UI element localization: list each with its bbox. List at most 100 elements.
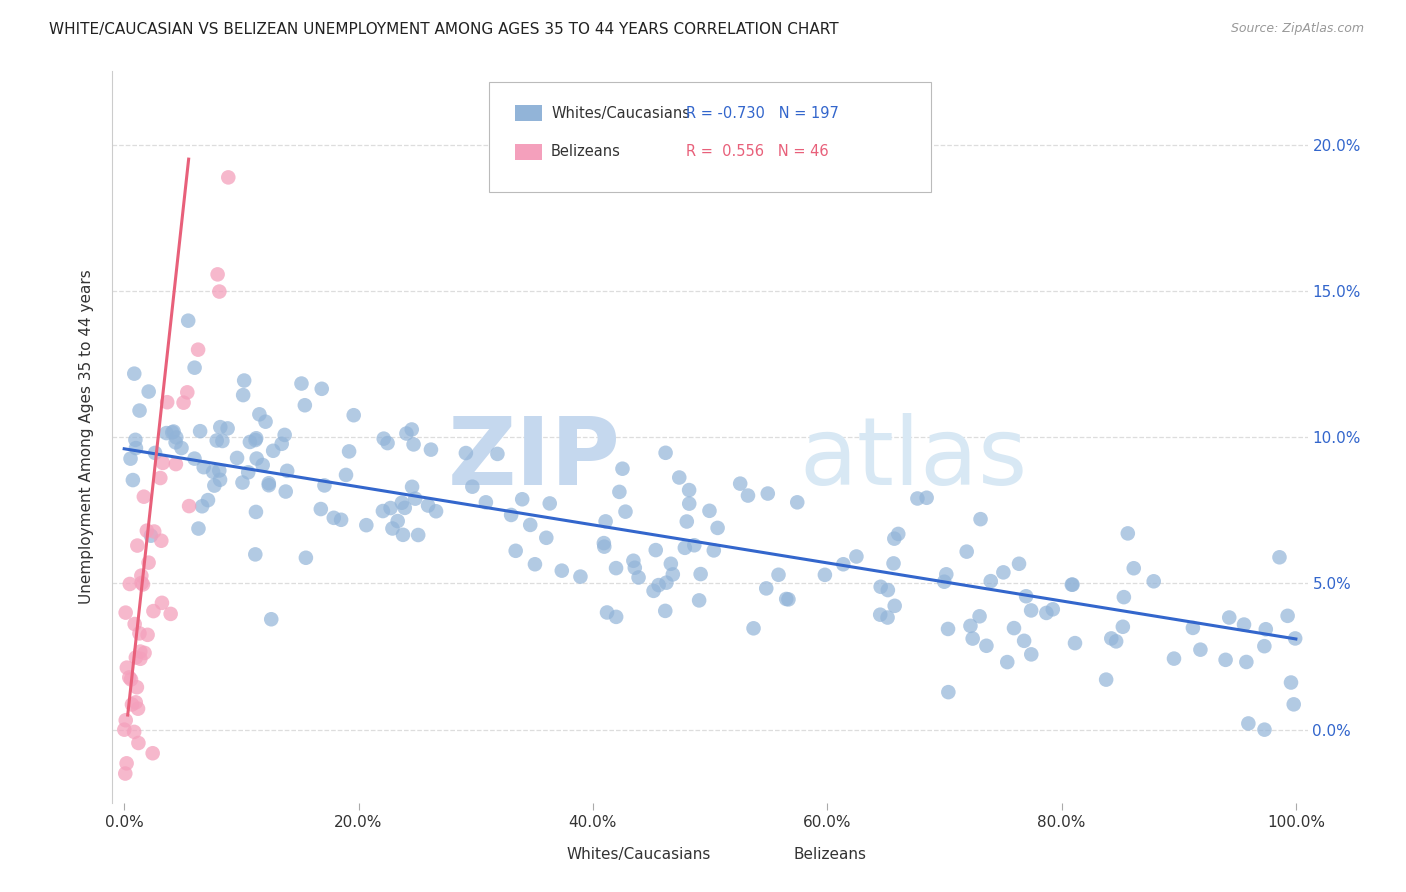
Point	[132, 577, 155, 591]
Point	[142, 746, 165, 760]
Point	[371, 504, 394, 518]
Point	[907, 491, 929, 506]
Point	[165, 430, 187, 444]
Point	[202, 465, 225, 479]
Point	[392, 528, 415, 542]
Point	[191, 500, 214, 514]
Point	[1122, 561, 1144, 575]
Point	[1237, 716, 1260, 731]
Point	[330, 513, 353, 527]
Point	[380, 501, 402, 516]
Point	[274, 484, 297, 499]
Point	[1163, 651, 1185, 665]
Point	[177, 314, 200, 328]
Point	[247, 407, 270, 421]
Point	[523, 558, 546, 572]
Point	[845, 549, 868, 564]
Point	[1099, 632, 1122, 646]
Point	[127, 539, 149, 553]
Point	[454, 446, 477, 460]
Point	[605, 610, 627, 624]
Point	[217, 421, 239, 435]
Point	[883, 599, 905, 613]
Point	[1284, 632, 1306, 646]
Point	[128, 403, 150, 417]
Point	[486, 447, 509, 461]
Point	[155, 426, 177, 441]
Point	[118, 577, 141, 591]
Point	[475, 495, 498, 509]
Point	[756, 486, 779, 500]
Point	[177, 499, 200, 513]
Point	[314, 478, 336, 492]
Point	[627, 570, 650, 584]
Text: R = -0.730   N = 197: R = -0.730 N = 197	[686, 105, 839, 120]
Point	[938, 685, 960, 699]
Point	[245, 431, 267, 445]
Point	[143, 524, 166, 539]
Point	[394, 500, 416, 515]
Point	[309, 502, 332, 516]
Point	[832, 558, 855, 572]
Point	[139, 529, 162, 543]
Point	[505, 543, 527, 558]
Point	[217, 170, 239, 185]
Point	[1268, 550, 1291, 565]
Point	[202, 478, 225, 492]
Point	[934, 574, 956, 589]
Point	[887, 527, 910, 541]
Point	[245, 548, 267, 562]
Point	[1012, 633, 1035, 648]
Point	[814, 567, 837, 582]
Point	[935, 567, 957, 582]
Point	[461, 480, 484, 494]
Point	[1095, 673, 1118, 687]
Point	[703, 543, 725, 558]
Point	[245, 433, 267, 447]
Point	[122, 367, 145, 381]
Point	[1215, 653, 1237, 667]
Point	[593, 540, 616, 554]
Point	[150, 533, 173, 548]
FancyBboxPatch shape	[515, 105, 541, 121]
Point	[1277, 608, 1299, 623]
Point	[995, 655, 1018, 669]
Point	[262, 443, 284, 458]
Point	[883, 532, 905, 546]
Point	[689, 567, 711, 582]
Point	[683, 538, 706, 552]
Text: WHITE/CAUCASIAN VS BELIZEAN UNEMPLOYMENT AMONG AGES 35 TO 44 YEARS CORRELATION C: WHITE/CAUCASIAN VS BELIZEAN UNEMPLOYMENT…	[49, 22, 839, 37]
Point	[120, 451, 142, 466]
Point	[993, 566, 1015, 580]
Point	[1253, 639, 1275, 653]
Point	[621, 554, 644, 568]
Point	[876, 583, 898, 598]
Point	[420, 442, 443, 457]
Point	[391, 496, 413, 510]
Point	[124, 617, 146, 632]
Point	[120, 673, 142, 687]
Point	[176, 385, 198, 400]
Point	[276, 464, 298, 478]
Point	[778, 592, 800, 607]
Point	[208, 463, 231, 477]
Point	[260, 612, 283, 626]
Point	[114, 713, 136, 727]
Point	[322, 511, 344, 525]
Point	[125, 695, 148, 709]
Point	[1218, 610, 1240, 624]
Text: Whites/Caucasians: Whites/Caucasians	[567, 847, 711, 862]
Point	[149, 471, 172, 485]
Point	[114, 606, 136, 620]
Point	[1143, 574, 1166, 589]
Point	[416, 499, 439, 513]
Point	[150, 596, 173, 610]
Text: Belizeans: Belizeans	[793, 847, 866, 862]
Point	[1282, 698, 1305, 712]
Point	[538, 496, 561, 510]
Point	[124, 433, 146, 447]
Point	[165, 435, 187, 450]
Point	[915, 491, 938, 505]
Point	[335, 467, 357, 482]
Point	[245, 505, 267, 519]
